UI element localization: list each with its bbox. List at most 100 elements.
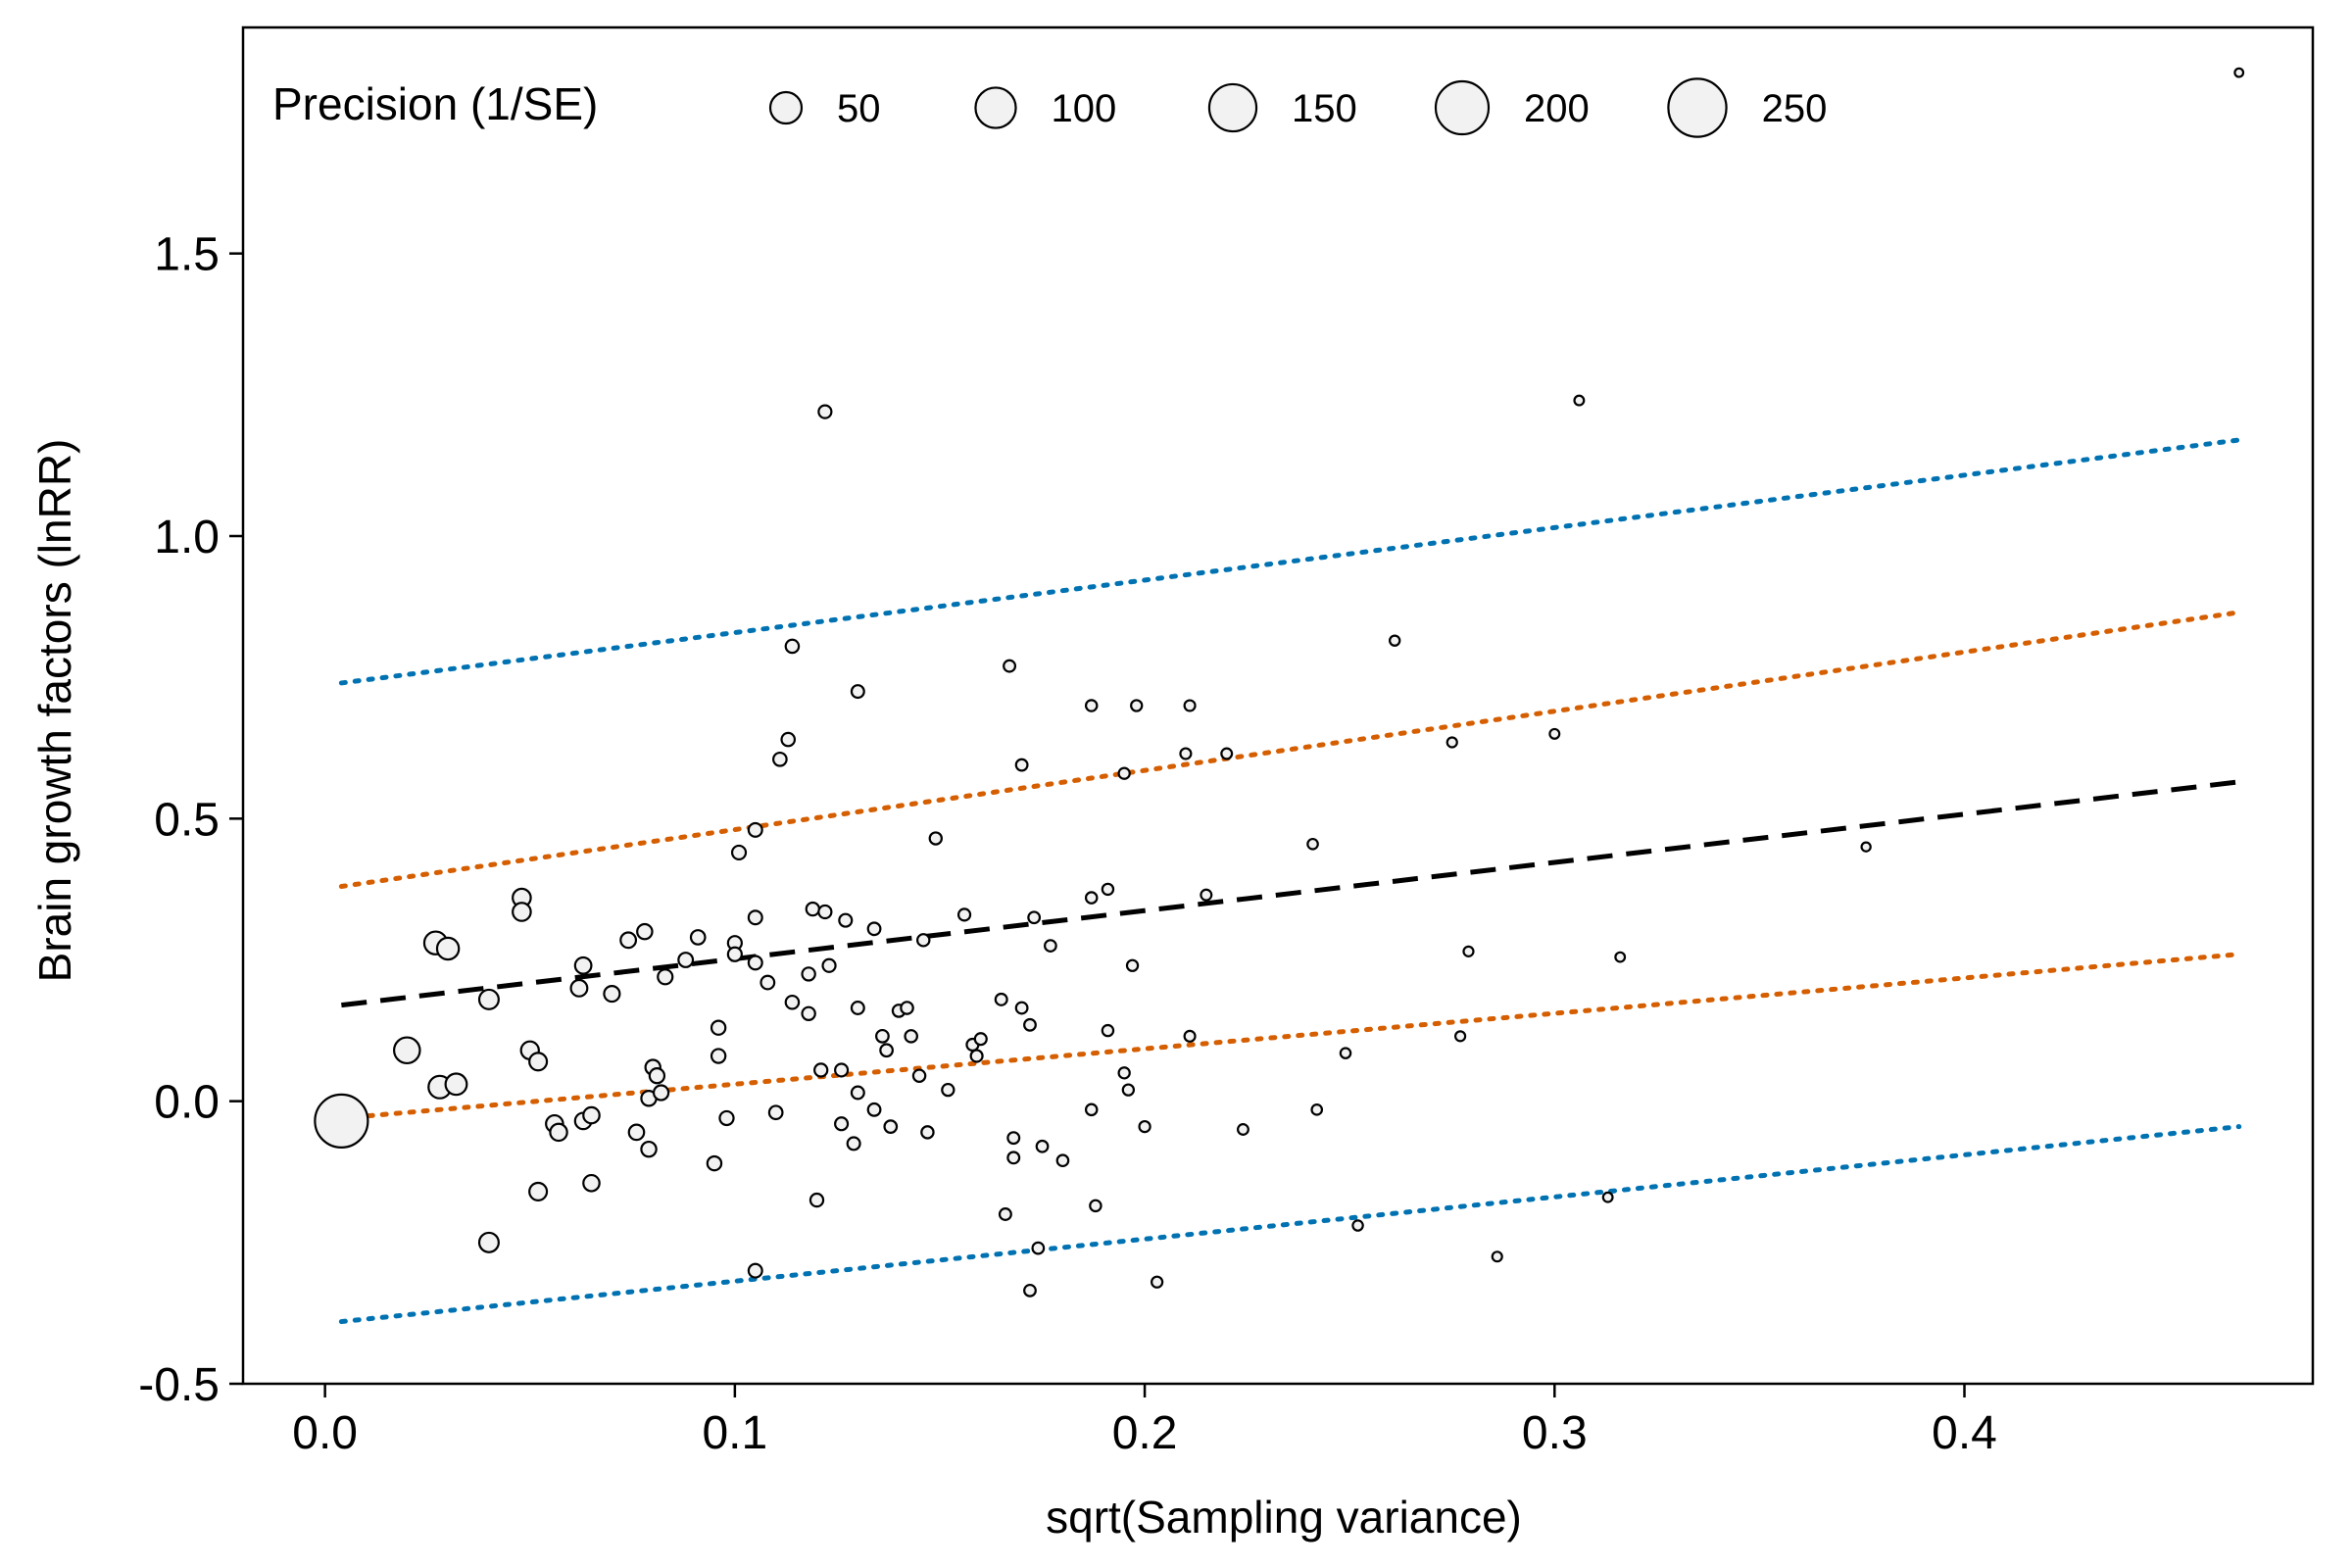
data-point-74 [920, 1125, 935, 1140]
data-point-107 [1151, 1275, 1164, 1289]
data-point-64 [866, 921, 882, 937]
data-point-118 [1388, 634, 1401, 647]
x-tick-label: 0.2 [1112, 1407, 1178, 1459]
data-point-39 [747, 821, 763, 838]
data-point-66 [875, 1028, 890, 1044]
data-point-29 [657, 968, 674, 986]
data-point-25 [640, 1140, 658, 1158]
line-outer-bound-upper [338, 437, 2242, 686]
data-point-6 [477, 988, 500, 1010]
data-point-89 [1023, 1283, 1037, 1298]
data-point-12 [528, 1181, 549, 1201]
data-point-9 [512, 902, 532, 922]
legend: Precision (1/SE) 50 100 150 200 250 [272, 77, 1827, 138]
legend-key-100 [974, 86, 1017, 129]
data-point-22 [627, 1123, 646, 1142]
data-point-81 [994, 992, 1008, 1006]
data-point-49 [801, 966, 816, 982]
data-point-115 [1310, 1103, 1324, 1116]
data-point-51 [805, 901, 821, 917]
legend-key-250 [1667, 77, 1728, 138]
data-point-75 [928, 831, 943, 846]
data-point-65 [866, 1102, 882, 1117]
legend-label-100: 100 [1052, 87, 1117, 130]
data-point-119 [1446, 736, 1458, 749]
data-point-62 [850, 1001, 865, 1016]
data-point-30 [677, 952, 695, 968]
data-point-120 [1454, 1030, 1467, 1043]
data-point-5 [444, 1072, 468, 1097]
data-point-84 [1006, 1131, 1021, 1146]
data-point-18 [582, 1105, 601, 1125]
x-tick-label: 0.1 [702, 1407, 767, 1459]
data-point-97 [1084, 1102, 1099, 1117]
data-point-112 [1220, 747, 1234, 760]
plot-border [241, 25, 2315, 1386]
data-point-111 [1200, 888, 1213, 902]
data-point-126 [1614, 951, 1627, 963]
data-point-61 [850, 684, 865, 700]
data-points [314, 67, 2245, 1298]
data-point-94 [1055, 1153, 1070, 1168]
data-point-63 [850, 1085, 865, 1101]
data-point-34 [710, 1048, 727, 1064]
x-axis-title: sqrt(Sampling variance) [1046, 1492, 1522, 1543]
data-point-92 [1035, 1139, 1050, 1153]
data-point-99 [1101, 882, 1115, 897]
data-point-23 [636, 922, 654, 941]
data-point-19 [582, 1173, 601, 1193]
line-outer-bound-lower [338, 1124, 2242, 1325]
data-point-27 [648, 1067, 666, 1085]
y-tick-label: 1.0 [154, 512, 220, 564]
data-point-128 [2233, 67, 2245, 78]
data-point-110 [1183, 1029, 1197, 1043]
data-point-90 [1027, 910, 1042, 925]
data-point-14 [549, 1122, 568, 1143]
data-point-77 [956, 907, 972, 922]
data-point-82 [998, 1207, 1012, 1221]
data-point-96 [1084, 891, 1099, 905]
data-point-28 [652, 1084, 670, 1102]
legend-label-200: 200 [1524, 87, 1590, 130]
data-point-122 [1491, 1250, 1503, 1263]
data-point-43 [760, 974, 776, 991]
data-point-113 [1237, 1123, 1250, 1136]
data-point-72 [911, 1068, 927, 1083]
data-point-37 [726, 946, 743, 962]
data-point-57 [834, 1116, 850, 1132]
data-point-98 [1089, 1199, 1102, 1213]
data-point-7 [477, 1231, 500, 1253]
data-point-16 [573, 956, 593, 975]
data-point-53 [813, 1062, 829, 1078]
data-point-101 [1117, 766, 1131, 780]
legend-label-150: 150 [1292, 87, 1357, 130]
data-point-125 [1601, 1191, 1614, 1203]
data-point-116 [1339, 1047, 1352, 1059]
data-point-59 [838, 912, 854, 928]
data-point-123 [1548, 727, 1561, 740]
y-tick-label: 1.5 [154, 229, 220, 281]
data-point-20 [603, 985, 621, 1004]
data-point-100 [1101, 1023, 1115, 1038]
data-point-95 [1084, 699, 1099, 712]
data-point-40 [747, 909, 763, 926]
data-point-88 [1023, 1017, 1037, 1032]
x-tick-label: 0.0 [292, 1407, 358, 1459]
data-point-55 [817, 904, 833, 920]
data-point-102 [1117, 1066, 1131, 1080]
line-inner-bound-upper [338, 610, 2242, 890]
data-point-117 [1351, 1219, 1364, 1232]
data-point-32 [706, 1154, 723, 1172]
y-tick-label: 0.0 [154, 1077, 220, 1129]
data-point-60 [846, 1136, 861, 1152]
data-point-50 [801, 1005, 816, 1021]
data-point-42 [747, 1262, 763, 1279]
legend-title: Precision (1/SE) [272, 78, 598, 129]
data-point-70 [900, 1001, 914, 1015]
x-tick-label: 0.3 [1522, 1407, 1588, 1459]
y-tick-label: 0.5 [154, 794, 220, 846]
data-point-45 [772, 751, 788, 767]
data-point-83 [1003, 659, 1017, 673]
data-point-73 [916, 933, 931, 948]
